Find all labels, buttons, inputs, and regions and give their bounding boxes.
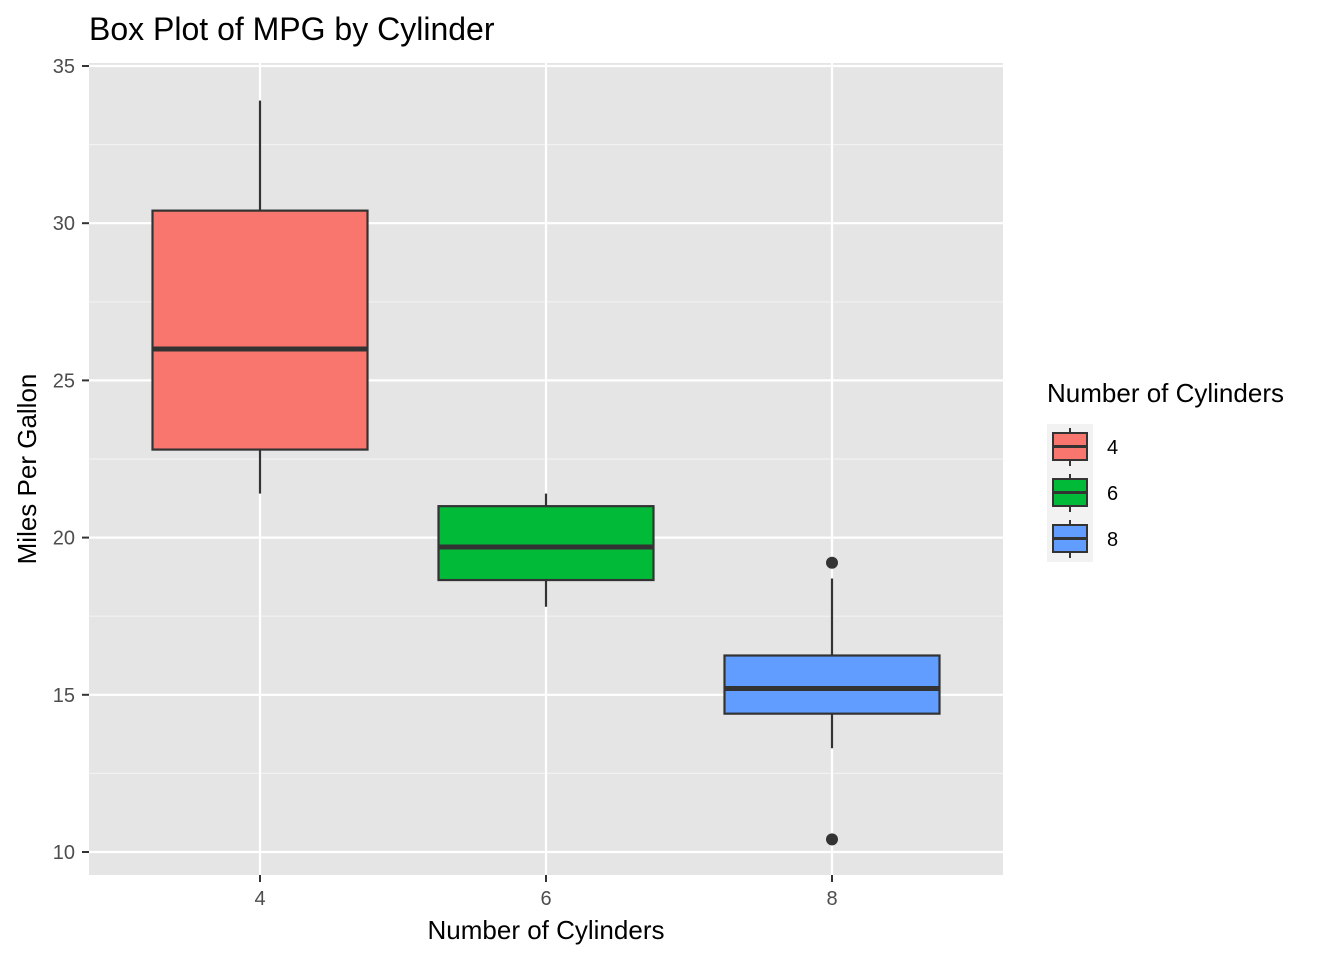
box-4: [151, 100, 369, 494]
legend-item-4: 4: [1052, 428, 1118, 466]
legend-label: 6: [1107, 483, 1118, 505]
y-tick-label: 25: [53, 370, 75, 392]
legend-item-6: 6: [1052, 474, 1118, 512]
outlier-point: [826, 556, 838, 569]
y-tick-label: 35: [53, 56, 75, 78]
box-iqr: [151, 209, 369, 451]
box-8: [723, 556, 941, 846]
y-tick-label: 10: [53, 842, 75, 864]
y-tick-label: 20: [53, 528, 75, 550]
legend-label: 4: [1107, 437, 1118, 459]
box-iqr: [723, 654, 941, 715]
x-tick-label: 8: [826, 888, 837, 910]
y-tick-label: 15: [53, 685, 75, 707]
legend-label: 8: [1107, 529, 1118, 551]
outlier-point: [826, 833, 838, 846]
chart-title: Box Plot of MPG by Cylinder: [89, 11, 495, 47]
x-tick-label: 4: [254, 888, 265, 910]
y-axis: 10 15 20 25 30 35: [53, 56, 89, 864]
legend-item-8: 8: [1052, 520, 1118, 558]
y-tick-label: 30: [53, 213, 75, 235]
x-axis: 4 6 8: [254, 875, 838, 910]
box-6: [437, 493, 655, 607]
y-axis-title: Miles Per Gallon: [12, 374, 42, 565]
box-iqr: [437, 505, 655, 582]
legend: Number of Cylinders 4 6 8: [1047, 378, 1284, 562]
x-axis-title: Number of Cylinders: [428, 915, 665, 945]
legend-title: Number of Cylinders: [1047, 378, 1284, 408]
boxes: [151, 100, 941, 846]
x-tick-label: 6: [540, 888, 551, 910]
